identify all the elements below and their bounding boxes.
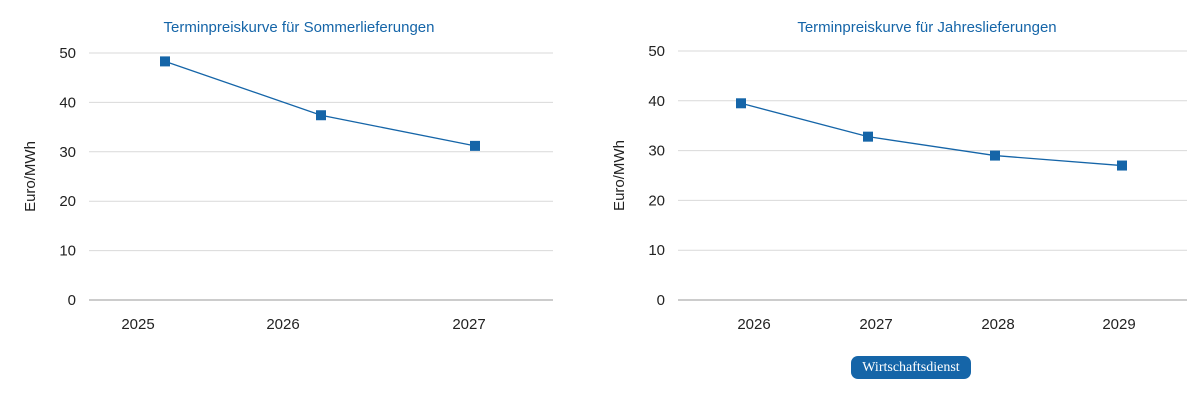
y-tick-label: 10 <box>648 242 665 259</box>
y-tick-label: 30 <box>648 143 665 160</box>
y-tick-label: 30 <box>59 144 76 161</box>
data-point-marker <box>1117 160 1127 171</box>
data-point-marker <box>470 140 480 151</box>
x-tick-label: 2026 <box>266 316 299 333</box>
y-tick-label: 40 <box>648 93 665 110</box>
data-point-marker <box>160 56 170 67</box>
y-tick-label: 10 <box>59 243 76 260</box>
y-tick-label: 0 <box>68 292 76 309</box>
x-tick-label: 2025 <box>121 316 154 333</box>
source-badge: Wirtschaftsdienst <box>851 356 971 379</box>
y-tick-label: 50 <box>59 45 76 62</box>
x-tick-label: 2027 <box>452 316 485 333</box>
series-line <box>164 60 476 147</box>
data-point-marker <box>863 131 873 142</box>
y-axis-label: Euro/MWh <box>22 141 39 212</box>
chart-title: Terminpreiskurve für Jahreslieferungen <box>797 19 1056 36</box>
x-tick-label: 2026 <box>737 316 770 333</box>
series-line <box>740 102 1123 167</box>
y-tick-label: 20 <box>648 192 665 209</box>
data-point-marker <box>316 110 326 121</box>
y-tick-label: 50 <box>648 43 665 60</box>
chart-1: Terminpreiskurve für Sommerlieferungen 0 1… <box>22 19 553 333</box>
chart-2: Terminpreiskurve für Jahreslieferungen 0 1… <box>611 19 1187 333</box>
x-tick-label: 2029 <box>1102 316 1135 333</box>
chart-title: Terminpreiskurve für Sommerlieferungen <box>164 19 435 36</box>
data-point-marker <box>736 98 746 109</box>
y-tick-label: 0 <box>657 292 665 309</box>
x-tick-label: 2027 <box>859 316 892 333</box>
y-tick-label: 20 <box>59 193 76 210</box>
data-point-marker <box>990 150 1000 161</box>
y-tick-label: 40 <box>59 94 76 111</box>
y-axis-label: Euro/MWh <box>611 140 628 211</box>
x-tick-label: 2028 <box>981 316 1014 333</box>
